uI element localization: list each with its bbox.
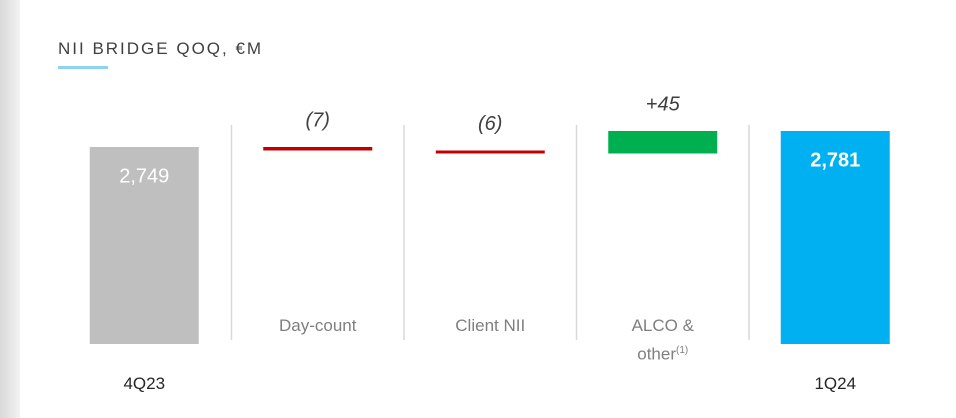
bar xyxy=(435,150,545,154)
bar xyxy=(263,147,373,151)
title-underline xyxy=(58,66,108,69)
value-label: +45 xyxy=(646,93,681,115)
category-text: 4Q23 xyxy=(123,374,166,393)
bar xyxy=(780,131,890,344)
value-label: (7) xyxy=(306,109,330,131)
footnote-marker: (1) xyxy=(676,345,689,356)
category-label: ALCO & other(1) xyxy=(615,313,711,367)
category-text: 1Q24 xyxy=(814,374,857,393)
value-label: 2,749 xyxy=(119,165,169,187)
category-text: Day-count xyxy=(279,316,357,335)
chart-title: NII BRIDGE QOQ, €M xyxy=(58,39,263,58)
category-text: ALCO & other xyxy=(631,316,694,364)
bar xyxy=(608,131,718,154)
category-label: Day-count xyxy=(270,313,366,338)
value-label: (6) xyxy=(478,113,502,135)
bar xyxy=(89,147,199,344)
edge-shade xyxy=(0,0,20,418)
category-label: 1Q24 xyxy=(787,371,883,396)
category-label: 4Q23 xyxy=(96,371,192,396)
value-label: 2,781 xyxy=(810,149,860,171)
category-text: Client NII xyxy=(455,316,526,335)
category-label: Client NII xyxy=(442,313,538,338)
